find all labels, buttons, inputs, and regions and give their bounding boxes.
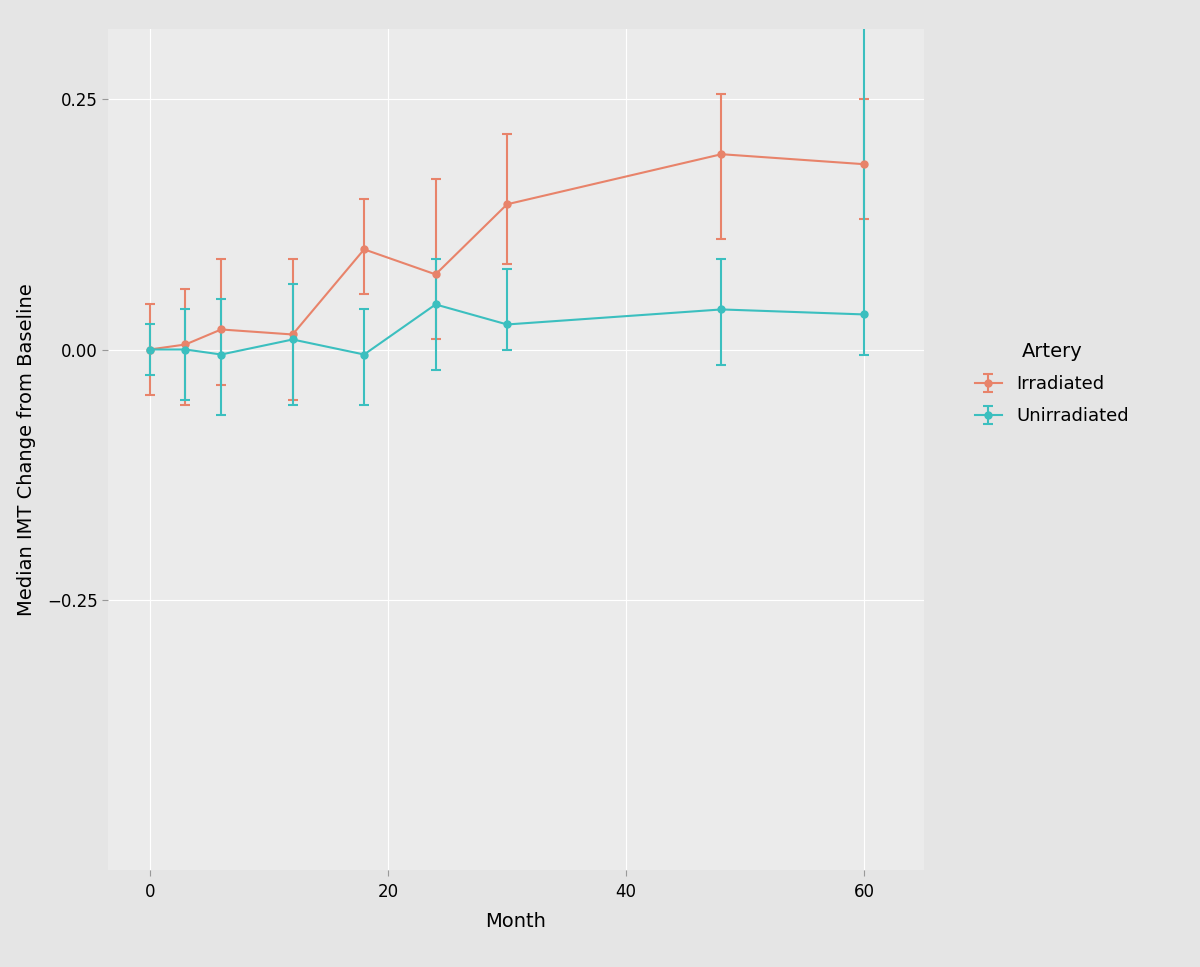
X-axis label: Month: Month xyxy=(486,912,546,931)
Y-axis label: Median IMT Change from Baseline: Median IMT Change from Baseline xyxy=(17,283,36,616)
Legend: Irradiated, Unirradiated: Irradiated, Unirradiated xyxy=(966,333,1138,434)
